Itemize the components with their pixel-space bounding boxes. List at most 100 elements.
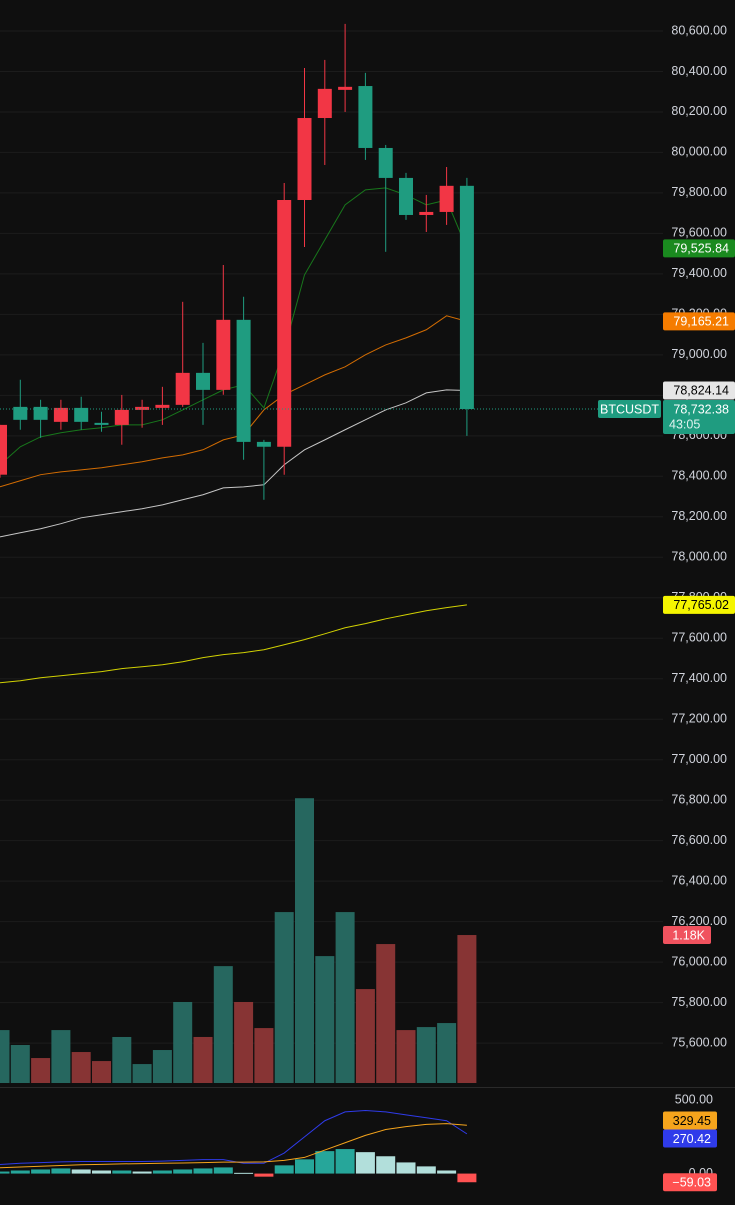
last-price-tag	[663, 400, 735, 435]
moving-average-line	[0, 315, 468, 488]
histogram-bar	[315, 1151, 335, 1174]
volume-bar	[315, 956, 335, 1083]
y-tick-label: 80,600.00	[671, 23, 727, 37]
volume-bar	[274, 912, 294, 1083]
candle-body	[277, 199, 292, 447]
price-tag-label: 1.18K	[672, 928, 705, 942]
y-tick-label: 78,200.00	[671, 509, 727, 523]
y-tick-label: 500.00	[675, 1092, 713, 1106]
y-tick-label: 77,200.00	[671, 712, 727, 726]
histogram-bar	[71, 1169, 91, 1174]
candle-body	[33, 406, 48, 420]
y-tick-label: 79,000.00	[671, 347, 727, 361]
histogram-bar	[152, 1170, 172, 1174]
price-tag-label: 77,765.02	[673, 598, 729, 612]
plot	[0, 23, 598, 1183]
candle-body	[155, 404, 170, 408]
histogram-bar	[254, 1173, 274, 1177]
y-tick-label: 77,600.00	[671, 631, 727, 645]
candle-body	[94, 422, 109, 425]
moving-average-line	[0, 604, 467, 684]
candle-body	[135, 406, 150, 410]
candle-body	[338, 86, 353, 90]
price-tag-label: 270.42	[673, 1132, 711, 1146]
volume-bar	[0, 1030, 10, 1083]
macd-line	[0, 1109, 468, 1165]
volume-bar	[234, 1001, 254, 1083]
countdown-label: 43:05	[669, 417, 700, 431]
volume-bar	[396, 1030, 416, 1083]
y-tick-label: 76,800.00	[671, 792, 727, 806]
candle-body	[53, 407, 68, 422]
price-tag-label: 78,824.14	[673, 384, 729, 398]
tags: 79,525.84 79,165.21 78,824.14 77,765.02 BTCU…	[598, 239, 735, 1192]
candle-body	[358, 86, 373, 148]
volume-bar	[457, 935, 477, 1083]
volume-bar	[416, 1027, 436, 1083]
histogram-bar	[274, 1165, 294, 1174]
candle-body	[13, 406, 28, 420]
y-tick-label: 78,400.00	[671, 469, 727, 483]
volume-bar	[71, 1052, 91, 1083]
y-tick-label: 78,000.00	[671, 550, 727, 564]
histogram-bar	[355, 1152, 375, 1174]
y-tick-label: 75,600.00	[671, 1035, 727, 1049]
price-tag	[663, 1173, 717, 1192]
y-tick-label: 77,400.00	[671, 671, 727, 685]
candle-body	[297, 118, 312, 200]
histogram-bar	[457, 1173, 477, 1183]
y-tick-label: 80,400.00	[671, 64, 727, 78]
price-tag-label: 79,525.84	[673, 242, 729, 256]
histogram-bar	[234, 1172, 254, 1174]
volume-bar	[112, 1036, 132, 1083]
price-tag	[663, 312, 735, 331]
grid	[0, 30, 663, 1044]
y-tick-label: 75,800.00	[671, 995, 727, 1009]
y-tick-label: 76,400.00	[671, 873, 727, 887]
histogram-bar	[132, 1171, 152, 1174]
macd-line	[0, 1123, 467, 1169]
volume-bar	[213, 966, 233, 1083]
volume-bar	[254, 1028, 274, 1083]
volume-bar	[335, 912, 355, 1083]
candle-body	[175, 372, 190, 405]
volume-bar	[376, 944, 396, 1083]
candle-body	[399, 177, 413, 215]
moving-average-line	[0, 389, 467, 538]
symbol-tag-label: BTCUSDT	[600, 402, 659, 416]
candle-body	[196, 372, 210, 390]
candle-body	[236, 319, 251, 442]
candle-body	[114, 409, 129, 425]
volume-bar	[437, 1023, 457, 1083]
y-tick-label: 79,400.00	[671, 266, 727, 280]
histogram-bar	[92, 1170, 111, 1174]
volume-bar	[152, 1050, 172, 1083]
last-price-label: 78,732.38	[673, 402, 729, 416]
candle-body	[419, 211, 434, 215]
histogram-bar	[51, 1168, 71, 1174]
histogram-bar	[31, 1169, 51, 1174]
candle-body	[0, 424, 7, 475]
histogram-bar	[335, 1149, 355, 1174]
histogram-bar	[10, 1170, 30, 1174]
price-tag	[663, 595, 735, 614]
histogram-bar	[437, 1170, 457, 1174]
candle-body	[256, 441, 271, 447]
candle-body	[378, 147, 393, 178]
histogram-bar	[213, 1167, 233, 1174]
histogram-bar	[396, 1162, 416, 1174]
volume-bar	[31, 1058, 51, 1083]
histogram-bar	[0, 1171, 10, 1174]
y-tick-label: 80,200.00	[671, 104, 727, 118]
volume-bar	[132, 1064, 152, 1083]
volume-bar	[173, 1001, 193, 1083]
volume-bar	[10, 1045, 30, 1083]
y-tick-label: 79,600.00	[671, 226, 727, 240]
histogram-bar	[112, 1170, 132, 1174]
histogram-bar	[193, 1168, 213, 1174]
y-tick-label: 76,200.00	[671, 914, 727, 928]
y-tick-label: 77,000.00	[671, 752, 727, 766]
price-tag	[663, 381, 735, 400]
